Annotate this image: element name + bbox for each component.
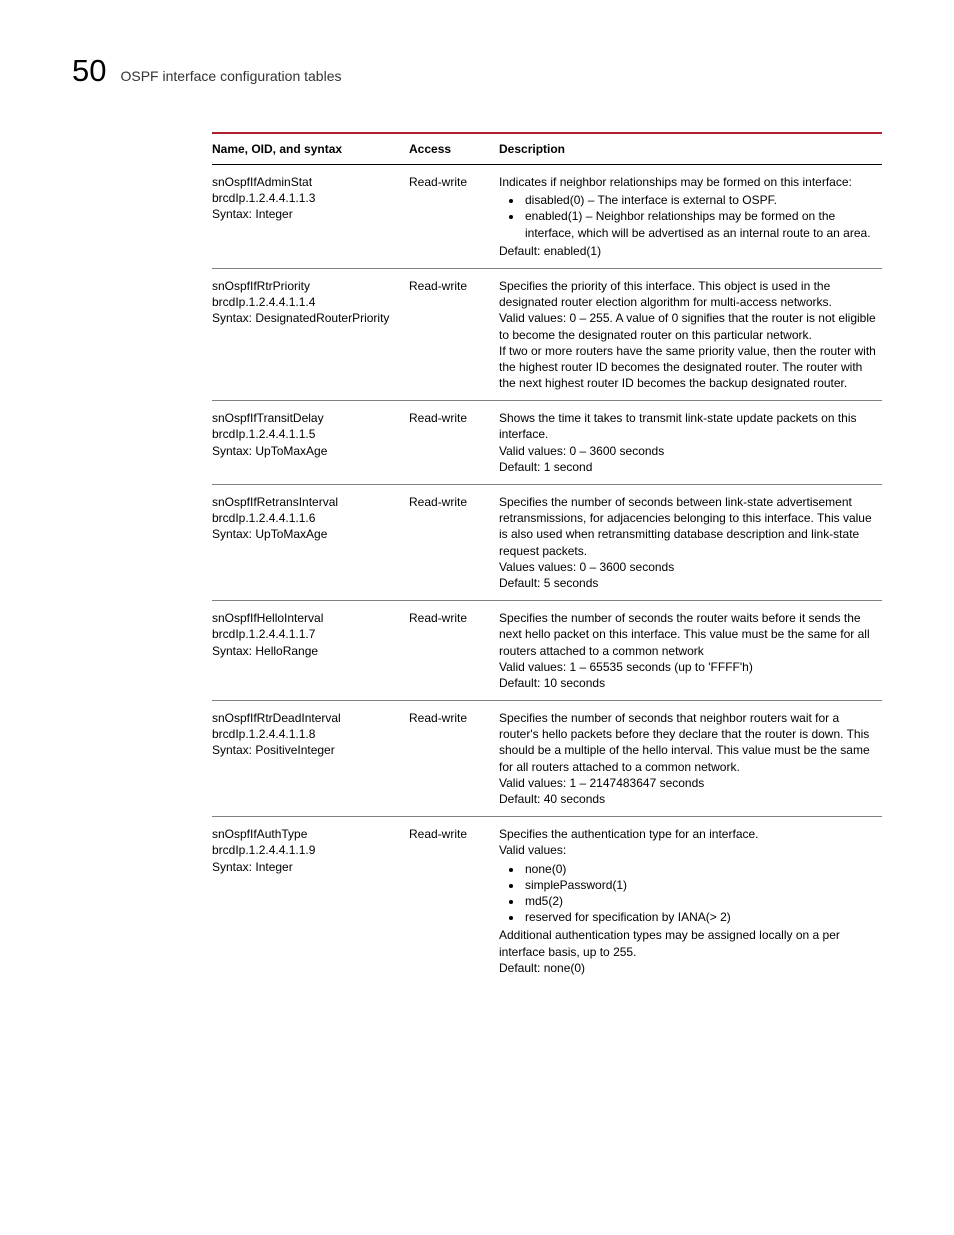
object-name: snOspfIfAuthType [212,826,403,842]
list-item: simplePassword(1) [523,877,876,893]
cell-name: snOspfIfAuthType brcdIp.1.2.4.4.1.1.9 Sy… [212,817,409,985]
desc-text: Default: 5 seconds [499,575,876,591]
table-row: snOspfIfAuthType brcdIp.1.2.4.4.1.1.9 Sy… [212,817,882,985]
desc-text: Default: 40 seconds [499,791,876,807]
cell-name: snOspfIfTransitDelay brcdIp.1.2.4.4.1.1.… [212,401,409,485]
table-row: snOspfIfTransitDelay brcdIp.1.2.4.4.1.1.… [212,401,882,485]
object-name: snOspfIfRtrDeadInterval [212,710,403,726]
cell-description: Specifies the priority of this interface… [499,268,882,400]
desc-text: Shows the time it takes to transmit link… [499,410,876,442]
list-item: reserved for specification by IANA(> 2) [523,909,876,925]
desc-text: Valid values: 0 – 3600 seconds [499,443,876,459]
table-header-row: Name, OID, and syntax Access Description [212,133,882,165]
object-syntax: Syntax: HelloRange [212,643,403,659]
cell-name: snOspfIfAdminStat brcdIp.1.2.4.4.1.1.3 S… [212,165,409,269]
cell-description: Indicates if neighbor relationships may … [499,165,882,269]
cell-access: Read-write [409,401,499,485]
object-syntax: Syntax: UpToMaxAge [212,526,403,542]
object-oid: brcdIp.1.2.4.4.1.1.9 [212,842,403,858]
desc-text: Indicates if neighbor relationships may … [499,174,876,190]
table-row: snOspfIfRtrPriority brcdIp.1.2.4.4.1.1.4… [212,268,882,400]
table-row: snOspfIfAdminStat brcdIp.1.2.4.4.1.1.3 S… [212,165,882,269]
cell-name: snOspfIfHelloInterval brcdIp.1.2.4.4.1.1… [212,601,409,701]
list-item: md5(2) [523,893,876,909]
object-syntax: Syntax: DesignatedRouterPriority [212,310,403,326]
object-syntax: Syntax: UpToMaxAge [212,443,403,459]
desc-text: Default: 10 seconds [499,675,876,691]
cell-access: Read-write [409,485,499,601]
object-oid: brcdIp.1.2.4.4.1.1.4 [212,294,403,310]
col-header-access: Access [409,133,499,165]
desc-text: If two or more routers have the same pri… [499,343,876,392]
desc-text: Specifies the priority of this interface… [499,278,876,310]
object-syntax: Syntax: Integer [212,206,403,222]
table-row: snOspfIfHelloInterval brcdIp.1.2.4.4.1.1… [212,601,882,701]
cell-access: Read-write [409,701,499,817]
object-oid: brcdIp.1.2.4.4.1.1.7 [212,626,403,642]
list-item: disabled(0) – The interface is external … [523,192,876,208]
object-name: snOspfIfAdminStat [212,174,403,190]
desc-text: Specifies the number of seconds that nei… [499,710,876,775]
desc-text: Specifies the number of seconds between … [499,494,876,559]
cell-description: Specifies the number of seconds the rout… [499,601,882,701]
object-oid: brcdIp.1.2.4.4.1.1.6 [212,510,403,526]
object-syntax: Syntax: PositiveInteger [212,742,403,758]
cell-description: Specifies the number of seconds that nei… [499,701,882,817]
object-name: snOspfIfTransitDelay [212,410,403,426]
cell-name: snOspfIfRtrPriority brcdIp.1.2.4.4.1.1.4… [212,268,409,400]
col-header-description: Description [499,133,882,165]
cell-access: Read-write [409,601,499,701]
desc-text: Default: 1 second [499,459,876,475]
desc-text: Valid values: 0 – 255. A value of 0 sign… [499,310,876,342]
desc-text: Default: enabled(1) [499,243,876,259]
table-row: snOspfIfRtrDeadInterval brcdIp.1.2.4.4.1… [212,701,882,817]
desc-text: Additional authentication types may be a… [499,927,876,959]
cell-description: Specifies the number of seconds between … [499,485,882,601]
object-name: snOspfIfRtrPriority [212,278,403,294]
desc-text: Valid values: [499,842,876,858]
page-header: 50 OSPF interface configuration tables [72,55,882,86]
object-oid: brcdIp.1.2.4.4.1.1.8 [212,726,403,742]
cell-description: Shows the time it takes to transmit link… [499,401,882,485]
object-oid: brcdIp.1.2.4.4.1.1.5 [212,426,403,442]
chapter-title: OSPF interface configuration tables [120,68,341,84]
table-row: snOspfIfRetransInterval brcdIp.1.2.4.4.1… [212,485,882,601]
cell-name: snOspfIfRtrDeadInterval brcdIp.1.2.4.4.1… [212,701,409,817]
cell-access: Read-write [409,268,499,400]
desc-text: Valid values: 1 – 65535 seconds (up to '… [499,659,876,675]
desc-text: Values values: 0 – 3600 seconds [499,559,876,575]
desc-list: disabled(0) – The interface is external … [499,192,876,241]
object-syntax: Syntax: Integer [212,859,403,875]
desc-list: none(0) simplePassword(1) md5(2) reserve… [499,861,876,926]
desc-text: Valid values: 1 – 2147483647 seconds [499,775,876,791]
cell-description: Specifies the authentication type for an… [499,817,882,985]
mib-table: Name, OID, and syntax Access Description… [212,132,882,985]
col-header-name: Name, OID, and syntax [212,133,409,165]
list-item: enabled(1) – Neighbor relationships may … [523,208,876,240]
cell-access: Read-write [409,817,499,985]
desc-text: Specifies the authentication type for an… [499,826,876,842]
object-name: snOspfIfRetransInterval [212,494,403,510]
object-name: snOspfIfHelloInterval [212,610,403,626]
desc-text: Specifies the number of seconds the rout… [499,610,876,659]
desc-text: Default: none(0) [499,960,876,976]
object-oid: brcdIp.1.2.4.4.1.1.3 [212,190,403,206]
chapter-number: 50 [72,55,106,86]
list-item: none(0) [523,861,876,877]
cell-access: Read-write [409,165,499,269]
cell-name: snOspfIfRetransInterval brcdIp.1.2.4.4.1… [212,485,409,601]
